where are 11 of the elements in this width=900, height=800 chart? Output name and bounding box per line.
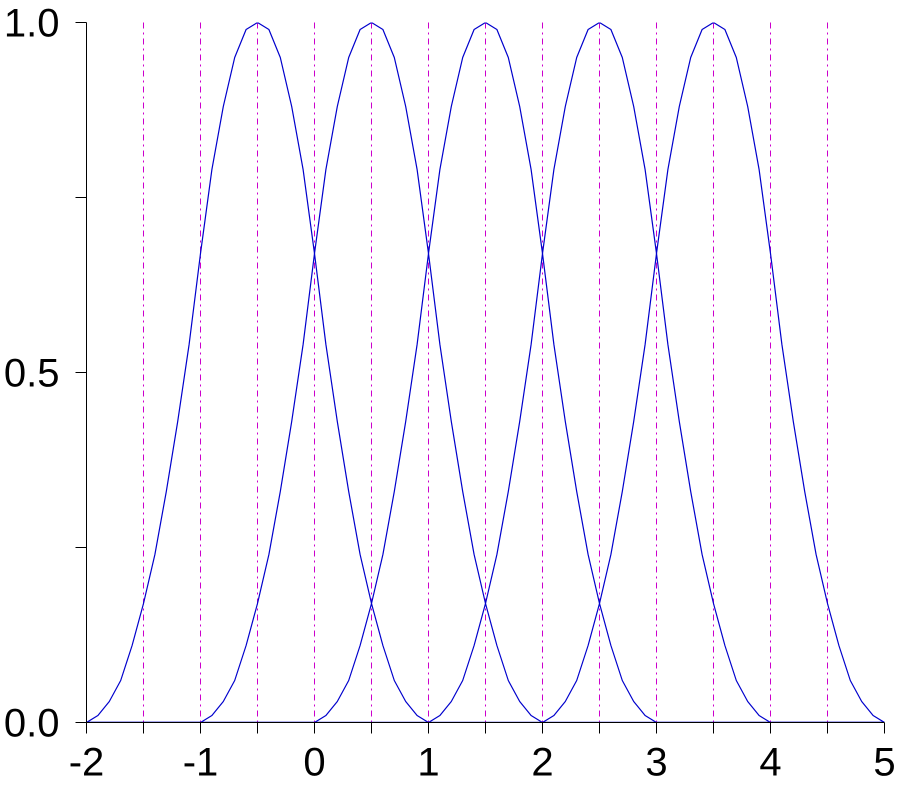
x-tick-label: 0 [303, 740, 326, 784]
x-tick-label: 1 [417, 740, 440, 784]
x-tick-label: 4 [759, 740, 782, 784]
y-tick-label: 1.0 [4, 2, 60, 46]
x-tick-label: -2 [68, 740, 104, 784]
x-tick-label: 3 [645, 740, 668, 784]
x-tick-label: 2 [531, 740, 554, 784]
y-tick-label: 0.0 [4, 702, 60, 746]
x-tick-label: -1 [182, 740, 218, 784]
y-tick-label: 0.5 [4, 352, 60, 396]
x-tick-label: 5 [873, 740, 896, 784]
